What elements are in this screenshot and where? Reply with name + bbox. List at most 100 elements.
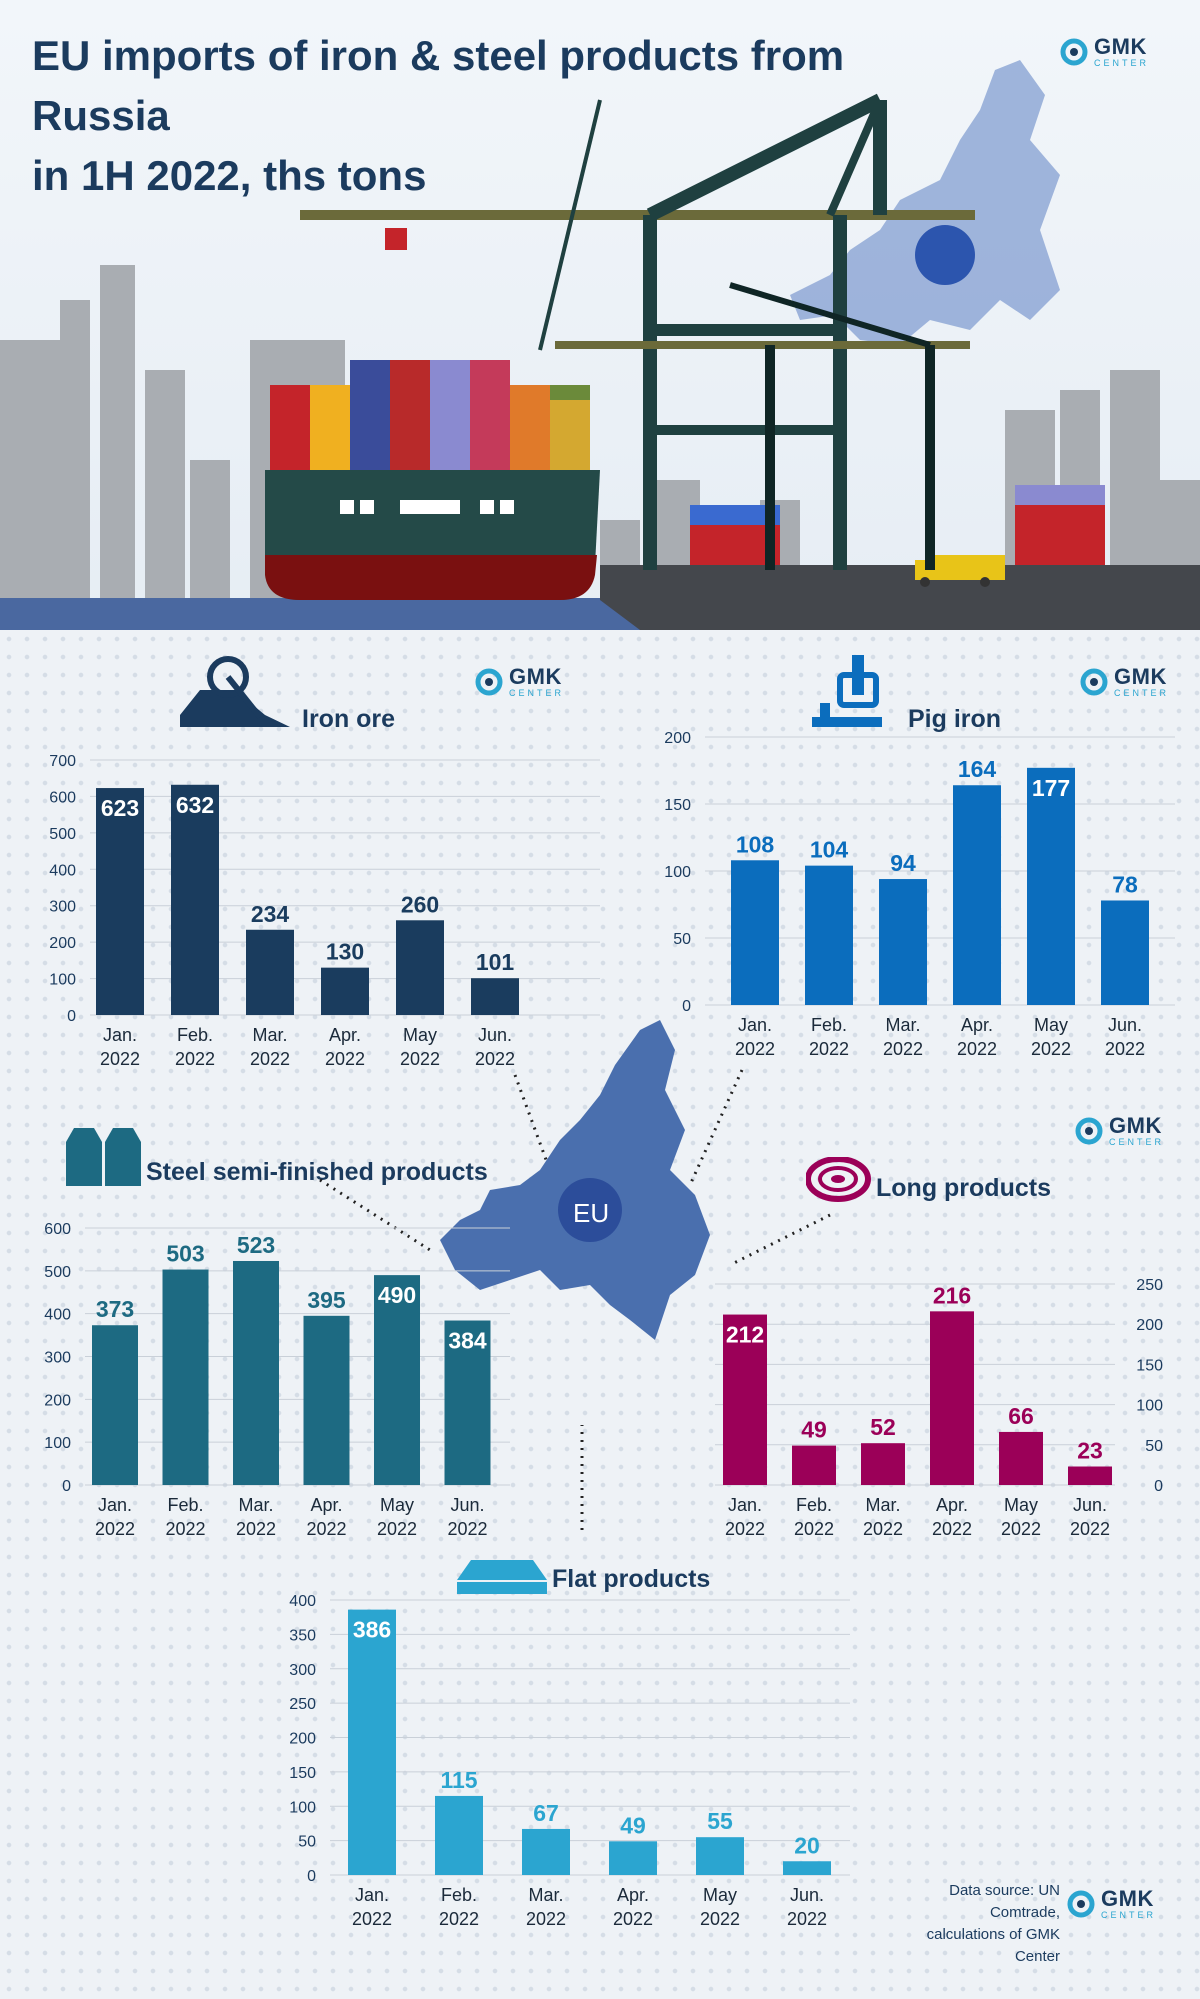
bar — [792, 1445, 836, 1485]
x-tick-label: Jun. — [1073, 1495, 1107, 1515]
data-label: 386 — [353, 1617, 391, 1643]
brand-logo-footer: GMK CENTER — [1067, 1888, 1156, 1920]
data-label: 130 — [326, 939, 364, 965]
x-tick-label: May — [703, 1885, 737, 1905]
ladle-icon — [812, 655, 882, 727]
brand-name: GMK — [1094, 34, 1147, 59]
gmk-ring-icon — [1060, 38, 1088, 66]
flat-products-chart: 0 50 100 150 200 250 300 350 400 386 Jan. 2022 115 Fe… — [289, 1593, 850, 1929]
data-label: 490 — [378, 1282, 416, 1308]
source-line-1: Data source: UN Comtrade, — [949, 1882, 1060, 1921]
gmk-ring-icon — [475, 668, 503, 696]
bar — [396, 920, 444, 1015]
data-label: 623 — [101, 795, 139, 821]
eu-map-icon — [790, 60, 1060, 345]
brand-sub: CENTER — [1114, 688, 1170, 698]
x-tick-label: Apr. — [936, 1495, 968, 1515]
x-tick-label: May — [1004, 1495, 1038, 1515]
x-tick-label: Jun. — [790, 1885, 824, 1905]
x-tick-label: Feb. — [167, 1495, 203, 1515]
data-label: 52 — [870, 1414, 896, 1440]
x-tick-label: Jun. — [450, 1495, 484, 1515]
data-label: 115 — [440, 1767, 477, 1793]
brand-logo-iron-ore: GMK CENTER — [475, 666, 564, 698]
bar — [930, 1311, 974, 1485]
x-tick-label: 2022 — [377, 1519, 417, 1539]
bar — [348, 1609, 396, 1875]
brand-name: GMK — [1109, 1113, 1162, 1138]
x-tick-label: 2022 — [236, 1519, 276, 1539]
x-tick-label: 2022 — [306, 1519, 346, 1539]
y-tick-label: 500 — [44, 1264, 71, 1281]
flat-products-title: Flat products — [552, 1565, 711, 1593]
y-tick-label: 300 — [49, 899, 76, 916]
bar — [1027, 767, 1075, 1005]
bar — [953, 785, 1001, 1005]
y-tick-label: 200 — [44, 1392, 71, 1409]
x-tick-label: 2022 — [613, 1909, 653, 1929]
bar — [444, 1320, 491, 1485]
bar — [321, 967, 369, 1015]
x-tick-label: 2022 — [787, 1909, 827, 1929]
y-tick-label: 250 — [1136, 1277, 1163, 1294]
gmk-ring-icon — [1075, 1117, 1103, 1145]
data-label: 234 — [251, 901, 290, 927]
x-tick-label: Apr. — [310, 1495, 342, 1515]
bar — [696, 1837, 744, 1875]
eu-map-icon — [440, 1020, 710, 1340]
brand-sub: CENTER — [509, 688, 565, 698]
data-label: 20 — [794, 1832, 820, 1858]
y-tick-label: 0 — [67, 1008, 76, 1025]
x-tick-label: Mar. — [238, 1495, 273, 1515]
y-tick-label: 50 — [1145, 1438, 1163, 1455]
brand-logo: GMK CENTER — [1060, 36, 1149, 68]
x-tick-label: Jan. — [728, 1495, 762, 1515]
container-ship-icon — [265, 360, 600, 600]
x-tick-label: Feb. — [811, 1015, 847, 1035]
brand-sub: CENTER — [1109, 1137, 1165, 1147]
x-tick-label: Jun. — [1108, 1015, 1142, 1035]
data-label: 108 — [736, 831, 775, 857]
x-tick-label: Mar. — [885, 1015, 920, 1035]
port-scene — [0, 60, 1200, 630]
dock — [600, 565, 1200, 630]
x-tick-label: Jan. — [738, 1015, 772, 1035]
y-tick-label: 100 — [664, 864, 691, 881]
y-tick-label: 100 — [49, 972, 76, 989]
x-tick-label: 2022 — [400, 1049, 440, 1069]
x-tick-label: 2022 — [1105, 1039, 1145, 1059]
x-tick-label: 2022 — [100, 1049, 140, 1069]
y-tick-label: 0 — [1154, 1478, 1163, 1495]
semi-finished-title: Steel semi-finished products — [146, 1158, 488, 1186]
brand-sub: CENTER — [1101, 1910, 1157, 1920]
data-label: 395 — [307, 1287, 346, 1313]
y-tick-label: 150 — [1136, 1357, 1163, 1374]
eu-flag-circle — [915, 225, 975, 285]
bar — [303, 1315, 350, 1485]
bar — [861, 1443, 905, 1485]
data-label: 164 — [958, 756, 997, 782]
brand-name: GMK — [509, 664, 562, 689]
y-tick-label: 300 — [44, 1350, 71, 1367]
x-tick-label: 2022 — [250, 1049, 290, 1069]
page-title: EU imports of iron & steel products from… — [32, 26, 972, 206]
x-tick-label: Mar. — [252, 1025, 287, 1045]
y-tick-label: 100 — [289, 1799, 316, 1816]
data-label: 49 — [620, 1812, 646, 1838]
data-source-note: Data source: UN Comtrade, calculations o… — [880, 1880, 1060, 1968]
bar — [731, 860, 779, 1005]
bar — [246, 929, 294, 1015]
y-tick-label: 400 — [289, 1593, 316, 1610]
x-tick-label: Feb. — [441, 1885, 477, 1905]
x-tick-label: Jan. — [98, 1495, 132, 1515]
bar — [162, 1269, 209, 1485]
bar — [171, 784, 219, 1015]
y-tick-label: 300 — [289, 1662, 316, 1679]
data-label: 260 — [401, 891, 439, 917]
y-tick-label: 600 — [49, 789, 76, 806]
crane-load — [385, 228, 407, 250]
bar — [1068, 1466, 1112, 1485]
y-tick-label: 500 — [49, 826, 76, 843]
x-tick-label: Apr. — [329, 1025, 361, 1045]
